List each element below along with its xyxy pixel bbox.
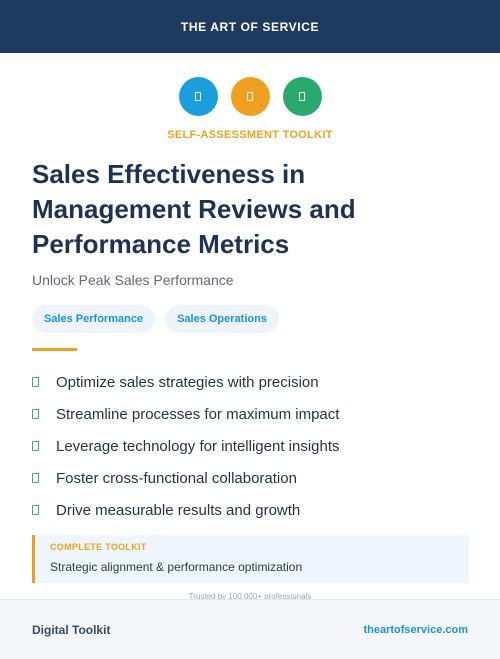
callout-text: Strategic alignment & performance optimi… — [50, 560, 303, 574]
list-item: Drive measurable results and growth — [32, 494, 340, 526]
check-icon — [32, 441, 39, 451]
document-icon-green — [282, 77, 322, 116]
list-item: Optimize sales strategies with precision — [32, 366, 340, 398]
document-icon-orange — [230, 77, 270, 116]
benefit-text: Optimize sales strategies with precision — [56, 373, 319, 391]
benefit-list: Optimize sales strategies with precision… — [32, 366, 340, 526]
list-item: Streamline processes for maximum impact — [32, 398, 340, 430]
accent-divider — [32, 348, 77, 351]
title-line: Performance Metrics — [32, 229, 290, 259]
document-icon-blue — [178, 77, 218, 116]
check-icon — [32, 473, 39, 483]
check-icon — [32, 409, 39, 419]
title-line: Management Reviews and — [32, 194, 356, 224]
footer-label: Digital Toolkit — [32, 622, 111, 637]
trusted-note: Trusted by 100,000+ professionals — [188, 592, 312, 599]
check-icon — [32, 505, 39, 515]
toolkit-callout: COMPLETE TOOLKIT Strategic alignment & p… — [32, 535, 469, 583]
brand-name: THE ART OF SERVICE — [180, 19, 320, 34]
tag-list: Sales Performance Sales Operations — [32, 305, 279, 333]
header-bar: THE ART OF SERVICE — [0, 0, 500, 53]
benefit-text: Foster cross-functional collaboration — [56, 469, 297, 487]
list-item: Leverage technology for intelligent insi… — [32, 430, 340, 462]
benefit-text: Leverage technology for intelligent insi… — [56, 437, 340, 455]
footer-bar: Digital Toolkit theartofservice.com — [0, 599, 500, 659]
benefit-text: Drive measurable results and growth — [56, 501, 301, 519]
toolkit-kicker: SELF-ASSESSMENT TOOLKIT — [167, 129, 333, 141]
benefit-text: Streamline processes for maximum impact — [56, 405, 340, 423]
tag-sales-performance: Sales Performance — [32, 305, 156, 333]
title-line: Sales Effectiveness in — [32, 159, 306, 189]
callout-label: COMPLETE TOOLKIT — [50, 542, 147, 552]
website-link[interactable]: theartofservice.com — [363, 623, 468, 636]
subtitle: Unlock Peak Sales Performance — [32, 272, 234, 288]
tag-sales-operations: Sales Operations — [165, 305, 279, 333]
list-item: Foster cross-functional collaboration — [32, 462, 340, 494]
check-icon — [32, 377, 39, 387]
icon-row — [0, 77, 500, 116]
page-title: Sales Effectiveness in Management Review… — [32, 157, 472, 262]
